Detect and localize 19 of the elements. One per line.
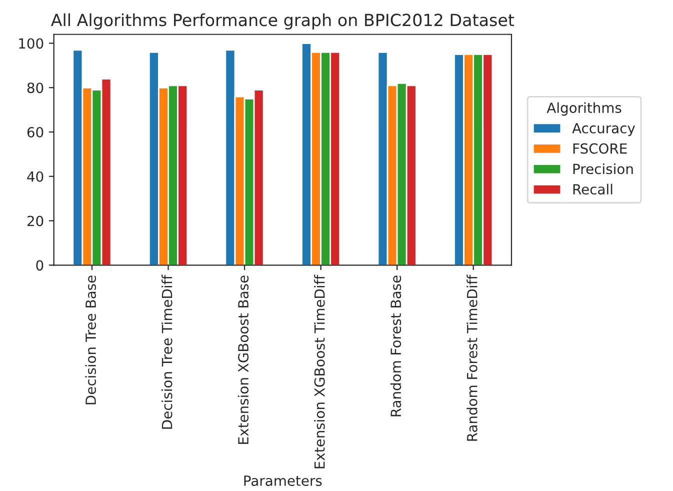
x-tick-label: Decision Tree TimeDiff: [162, 274, 172, 429]
legend-label: Accuracy: [572, 123, 636, 136]
y-tick-label: 40: [27, 171, 44, 182]
x-tick-label: Extension XGBoost Base: [238, 276, 249, 444]
y-tick-label: 0: [36, 260, 44, 271]
x-tick-label: Extension XGBoost TimeDiff: [314, 274, 325, 468]
x-tick-label: Decision Tree Base: [85, 276, 96, 404]
y-tick-label: 100: [19, 38, 44, 49]
legend-title: Algorithms: [546, 102, 622, 116]
x-tick-label: Random Forest Base: [390, 276, 402, 416]
legend-label: FSCORE: [573, 143, 627, 154]
y-tick-label: 80: [27, 82, 44, 94]
x-axis-title: Parameters: [244, 476, 322, 486]
y-tick-label: 60: [27, 126, 44, 138]
y-tick-label: 20: [27, 216, 44, 226]
legend-label: Recall: [573, 184, 612, 195]
x-tick-label: Random Forest TimeDiff: [466, 274, 478, 441]
chart-title: All Algorithms Performance graph on BPIC2012 Dataset: [50, 13, 514, 30]
legend-label: Precision: [573, 163, 633, 174]
